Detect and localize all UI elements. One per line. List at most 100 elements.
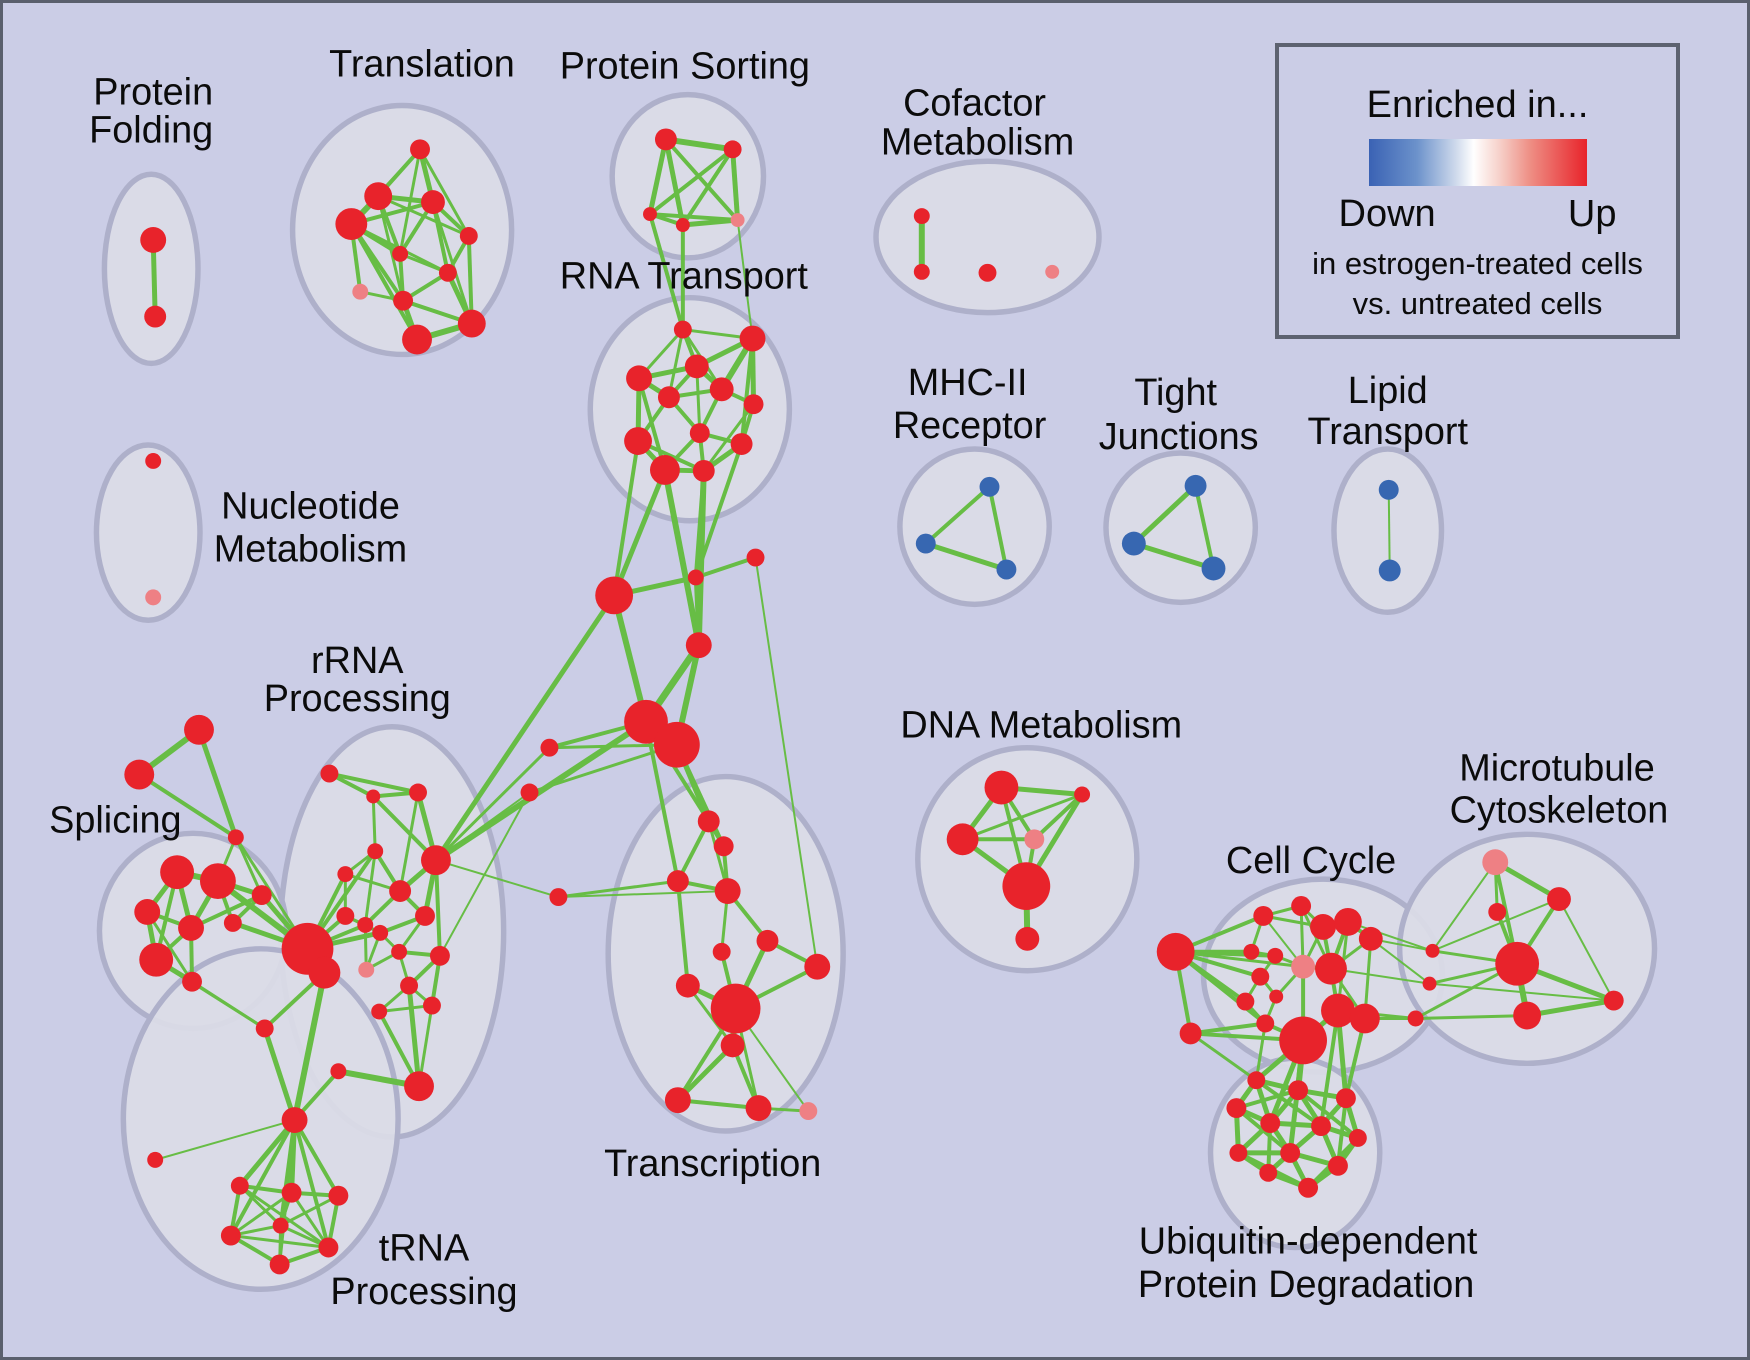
network-node[interactable] [402, 324, 432, 355]
network-node[interactable] [1488, 903, 1507, 921]
network-node[interactable] [1327, 1155, 1348, 1176]
network-node[interactable] [352, 283, 369, 300]
network-node[interactable] [1259, 1163, 1278, 1182]
network-node[interactable] [657, 386, 680, 409]
network-node[interactable] [649, 454, 680, 485]
network-node[interactable] [709, 377, 734, 402]
network-node[interactable] [404, 1071, 434, 1102]
network-node[interactable] [745, 1095, 772, 1122]
network-node[interactable] [1603, 990, 1624, 1011]
network-node[interactable] [996, 559, 1017, 580]
network-node[interactable] [1074, 786, 1091, 803]
network-node[interactable] [1291, 896, 1312, 916]
network-node[interactable] [160, 855, 195, 890]
network-node[interactable] [1513, 1001, 1542, 1030]
network-node[interactable] [714, 878, 741, 905]
network-node[interactable] [147, 1151, 164, 1168]
network-node[interactable] [330, 1063, 347, 1080]
network-node[interactable] [979, 476, 1000, 497]
network-node[interactable] [269, 1254, 290, 1275]
network-node[interactable] [393, 290, 414, 311]
network-node[interactable] [364, 182, 393, 211]
network-node[interactable] [739, 325, 766, 352]
network-node[interactable] [713, 836, 734, 857]
network-node[interactable] [692, 459, 715, 482]
network-node[interactable] [624, 427, 652, 455]
network-node[interactable] [804, 953, 831, 980]
network-node[interactable] [666, 870, 689, 893]
network-node[interactable] [1121, 531, 1146, 556]
network-node[interactable] [743, 394, 764, 415]
network-node[interactable] [984, 770, 1019, 805]
network-node[interactable] [438, 263, 457, 282]
network-node[interactable] [687, 569, 704, 586]
network-node[interactable] [124, 759, 155, 790]
network-node[interactable] [626, 365, 652, 392]
network-node[interactable] [366, 789, 381, 804]
network-node[interactable] [540, 738, 559, 757]
network-node[interactable] [1256, 1014, 1275, 1033]
network-node[interactable] [1407, 1010, 1424, 1027]
network-node[interactable] [429, 945, 450, 966]
network-node[interactable] [255, 1019, 274, 1038]
network-node[interactable] [1280, 1142, 1301, 1163]
network-node[interactable] [746, 548, 765, 567]
network-node[interactable] [730, 213, 745, 228]
network-node[interactable] [134, 899, 161, 925]
network-node[interactable] [337, 866, 354, 883]
network-node[interactable] [415, 905, 435, 926]
network-node[interactable] [1226, 1098, 1247, 1119]
network-node[interactable] [357, 916, 374, 933]
network-node[interactable] [730, 433, 753, 455]
network-node[interactable] [144, 305, 167, 328]
network-node[interactable] [1482, 849, 1509, 876]
network-node[interactable] [220, 1225, 241, 1246]
network-node[interactable] [756, 929, 779, 952]
network-node[interactable] [684, 354, 709, 379]
network-node[interactable] [1236, 992, 1255, 1011]
network-node[interactable] [184, 714, 214, 745]
network-node[interactable] [1251, 967, 1270, 986]
network-node[interactable] [720, 1033, 745, 1058]
network-node[interactable] [272, 1217, 289, 1234]
network-node[interactable] [145, 453, 162, 469]
network-node[interactable] [1229, 1143, 1248, 1162]
network-node[interactable] [182, 971, 202, 992]
network-node[interactable] [1253, 905, 1274, 926]
network-node[interactable] [1348, 1129, 1367, 1147]
network-node[interactable] [685, 632, 712, 659]
network-node[interactable] [643, 207, 657, 222]
network-node[interactable] [409, 783, 427, 802]
network-node[interactable] [1269, 989, 1284, 1004]
network-node[interactable] [391, 943, 408, 960]
network-node[interactable] [723, 140, 742, 159]
network-node[interactable] [1184, 474, 1207, 497]
network-node[interactable] [799, 1102, 818, 1121]
network-node[interactable] [423, 996, 441, 1015]
network-node[interactable] [595, 576, 634, 615]
network-node[interactable] [251, 885, 272, 906]
network-node[interactable] [978, 263, 997, 282]
network-node[interactable] [1260, 1113, 1281, 1133]
network-node[interactable] [549, 888, 568, 906]
network-node[interactable] [358, 961, 375, 978]
network-node[interactable] [913, 263, 930, 280]
network-node[interactable] [1179, 1022, 1202, 1045]
network-node[interactable] [1321, 993, 1355, 1028]
network-node[interactable] [320, 764, 339, 783]
network-node[interactable] [145, 589, 162, 606]
network-node[interactable] [223, 913, 242, 932]
network-node[interactable] [1335, 1088, 1356, 1109]
network-node[interactable] [389, 880, 412, 903]
network-node[interactable] [457, 309, 486, 338]
network-node[interactable] [1547, 887, 1571, 911]
network-node[interactable] [675, 973, 700, 998]
network-node[interactable] [654, 128, 677, 151]
network-node[interactable] [1243, 943, 1260, 960]
network-node[interactable] [421, 845, 451, 876]
network-node[interactable] [913, 208, 930, 225]
network-node[interactable] [1378, 479, 1399, 500]
network-node[interactable] [1315, 952, 1347, 985]
network-node[interactable] [421, 190, 445, 215]
network-node[interactable] [140, 227, 167, 253]
